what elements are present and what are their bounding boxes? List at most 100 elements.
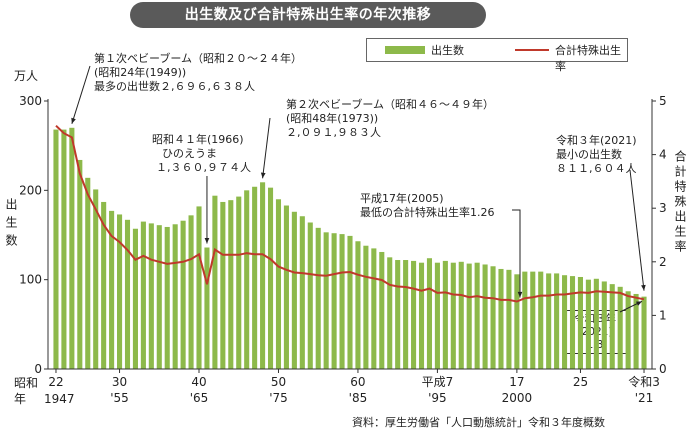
bar-births [569,276,576,369]
legend-births-label: 出生数 [431,44,464,57]
bar-births [395,260,401,369]
bar-births [339,234,345,369]
bar-births [498,268,504,369]
bar-births [77,159,83,369]
bar-births [609,284,615,369]
annotation-boom1-line3: 最多の出世数２,６９６,６３８人 [94,80,255,93]
x-tick-label-top: 60 [350,375,365,389]
bar-births [196,206,202,369]
arrow-min-births [629,169,645,291]
bar-births [506,269,512,369]
bar-births [355,241,361,369]
bar-births [387,257,393,369]
bar-births [418,262,425,369]
tfr-line [55,124,645,303]
arrow-hinoeuma-head [204,238,210,244]
bar-births [363,245,369,369]
annotation-min-births-line3: ８１１,６０４人 [556,162,637,175]
bar-births [188,215,194,369]
bar-births [69,127,75,369]
annotation-hinoeuma-line1: 昭和４１年(1966) [152,133,244,146]
x-tick-label-bottom: '95 [428,391,447,405]
right-tick-label: 0 [659,362,667,376]
right-tick-label: 1 [659,308,667,322]
bar-births [85,177,91,369]
bar-births [546,273,552,369]
x-year-label: 年 [14,392,27,406]
annotation-boom1-line2: (昭和24年(1949)) [94,66,187,79]
bar-births [474,262,480,369]
legend-births-swatch [385,46,425,54]
left-tick-label: 200 [19,183,42,197]
bar-births [641,296,647,369]
x-first-year: 1947 [44,392,75,406]
bar-births [490,266,496,369]
annotation-lowest-tfr-line2: 最低の合計特殊出生率1.26 [360,206,495,219]
left-tick-label: 100 [19,273,42,287]
annotation-lowest-tfr-line1: 平成17年(2005) [360,192,444,205]
arrow-min-births-head [641,284,646,291]
bar-births [403,260,409,369]
bar-births [117,214,123,369]
bar-births [228,200,234,369]
bar-births [220,201,226,369]
x-tick-label-top: 30 [112,375,127,389]
chart-title: 出生数及び合計特殊出生率の年次推移 [130,2,486,28]
bar-births [426,258,433,369]
bar-births [625,291,631,369]
bar-births [124,219,131,369]
bar-births [562,275,568,369]
bar-births [442,260,448,369]
bar-births [109,210,115,369]
left-axis-label: 出生数 [4,198,18,252]
bar-births [585,279,591,369]
arrow-boom2-head [260,172,266,179]
bar-births [299,216,305,369]
bar-births [180,220,186,369]
right-tick-label: 4 [659,148,667,162]
arrow-lowest-tfr-head [517,291,523,298]
bar-births [482,264,488,369]
bar-births [275,199,282,369]
legend-tfr-label: 合計特殊出生率 [555,44,621,73]
bar-births [164,226,170,369]
bar-births [252,186,258,369]
source-note: 資料：厚生労働省「人口動態統計」令和３年度概数 [352,416,605,429]
bar-births [267,187,274,369]
bar-births [514,274,520,369]
x-tick-label-bottom: 2000 [502,391,533,405]
x-tick-label-bottom: '75 [269,391,288,405]
x-tick-label-top: 22 [48,375,63,389]
bar-births [538,271,544,369]
legend: 出生数 合計特殊出生率 [366,38,628,73]
bar-births [260,182,266,369]
x-tick-label-bottom: '21 [635,391,654,405]
x-era-label: 昭和 [14,376,39,390]
bar-births [530,271,536,369]
bar-births [466,263,472,369]
bar-births [450,262,456,369]
x-tick-label-top: 平成7 [422,375,454,389]
arrow-boom1-head [71,117,76,124]
bar-births [633,293,639,369]
arrow-boom1 [71,65,91,124]
bar-births [522,271,528,369]
bar-births [101,201,107,369]
bar-births [244,190,250,369]
annotation-boom1-line1: 第１次ベビーブーム（昭和２０～２４年） [94,52,303,65]
bar-births [212,195,218,369]
bar-births [347,235,353,369]
right-axis-label: 合計特殊出生率 [673,150,687,255]
bar-births [323,232,329,369]
x-tick-label-bottom: '55 [110,391,129,405]
bar-births [291,211,297,369]
leader-lowest-tfr [512,209,521,278]
bar-births [93,189,99,369]
annotation-boom2-line2: (昭和48年(1973)) [286,112,379,125]
bar-births [617,286,623,369]
x-tick-label-top: 50 [271,375,286,389]
bar-births [156,225,162,369]
bar-births [172,224,178,369]
x-tick-label-top: 40 [191,375,206,389]
